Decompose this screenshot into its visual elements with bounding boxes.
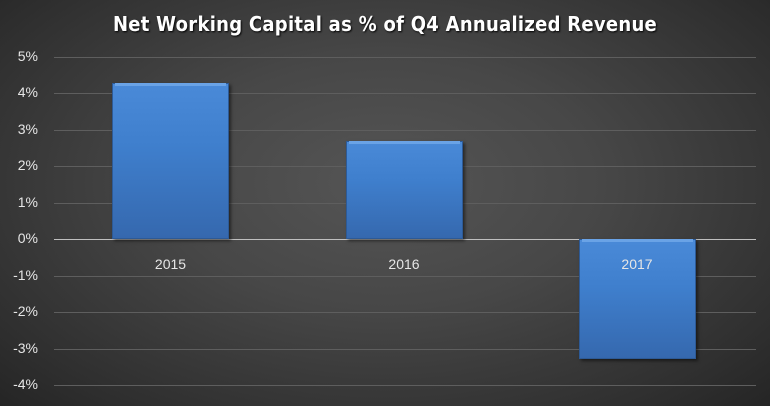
- x-tick-label: 2017: [621, 256, 653, 273]
- bar-2015[interactable]: [112, 82, 229, 240]
- y-tick-label: 0%: [17, 230, 38, 246]
- y-tick-label: -2%: [13, 303, 38, 319]
- bar-2017[interactable]: [578, 239, 696, 360]
- y-tick-label: 1%: [17, 194, 38, 210]
- gridline: [54, 349, 756, 350]
- y-tick-label: -1%: [13, 267, 38, 283]
- y-tick-label: 3%: [17, 121, 38, 137]
- x-tick-label: 2016: [388, 256, 420, 273]
- gridline: [54, 385, 756, 386]
- y-tick-label: -4%: [13, 376, 38, 392]
- y-tick-label: 2%: [17, 157, 38, 173]
- zero-axis-line: [54, 239, 756, 240]
- y-tick-label: -3%: [13, 340, 38, 356]
- y-tick-label: 5%: [17, 48, 38, 64]
- bar-2016[interactable]: [345, 140, 463, 240]
- chart-title: Net Working Capital as % of Q4 Annualize…: [112, 12, 658, 36]
- x-tick-label: 2015: [154, 256, 187, 273]
- gridline: [54, 57, 756, 58]
- gridline: [54, 276, 756, 277]
- y-tick-label: 4%: [17, 84, 38, 100]
- gridline: [54, 312, 756, 313]
- gridline: [54, 93, 756, 94]
- gridline: [54, 130, 756, 131]
